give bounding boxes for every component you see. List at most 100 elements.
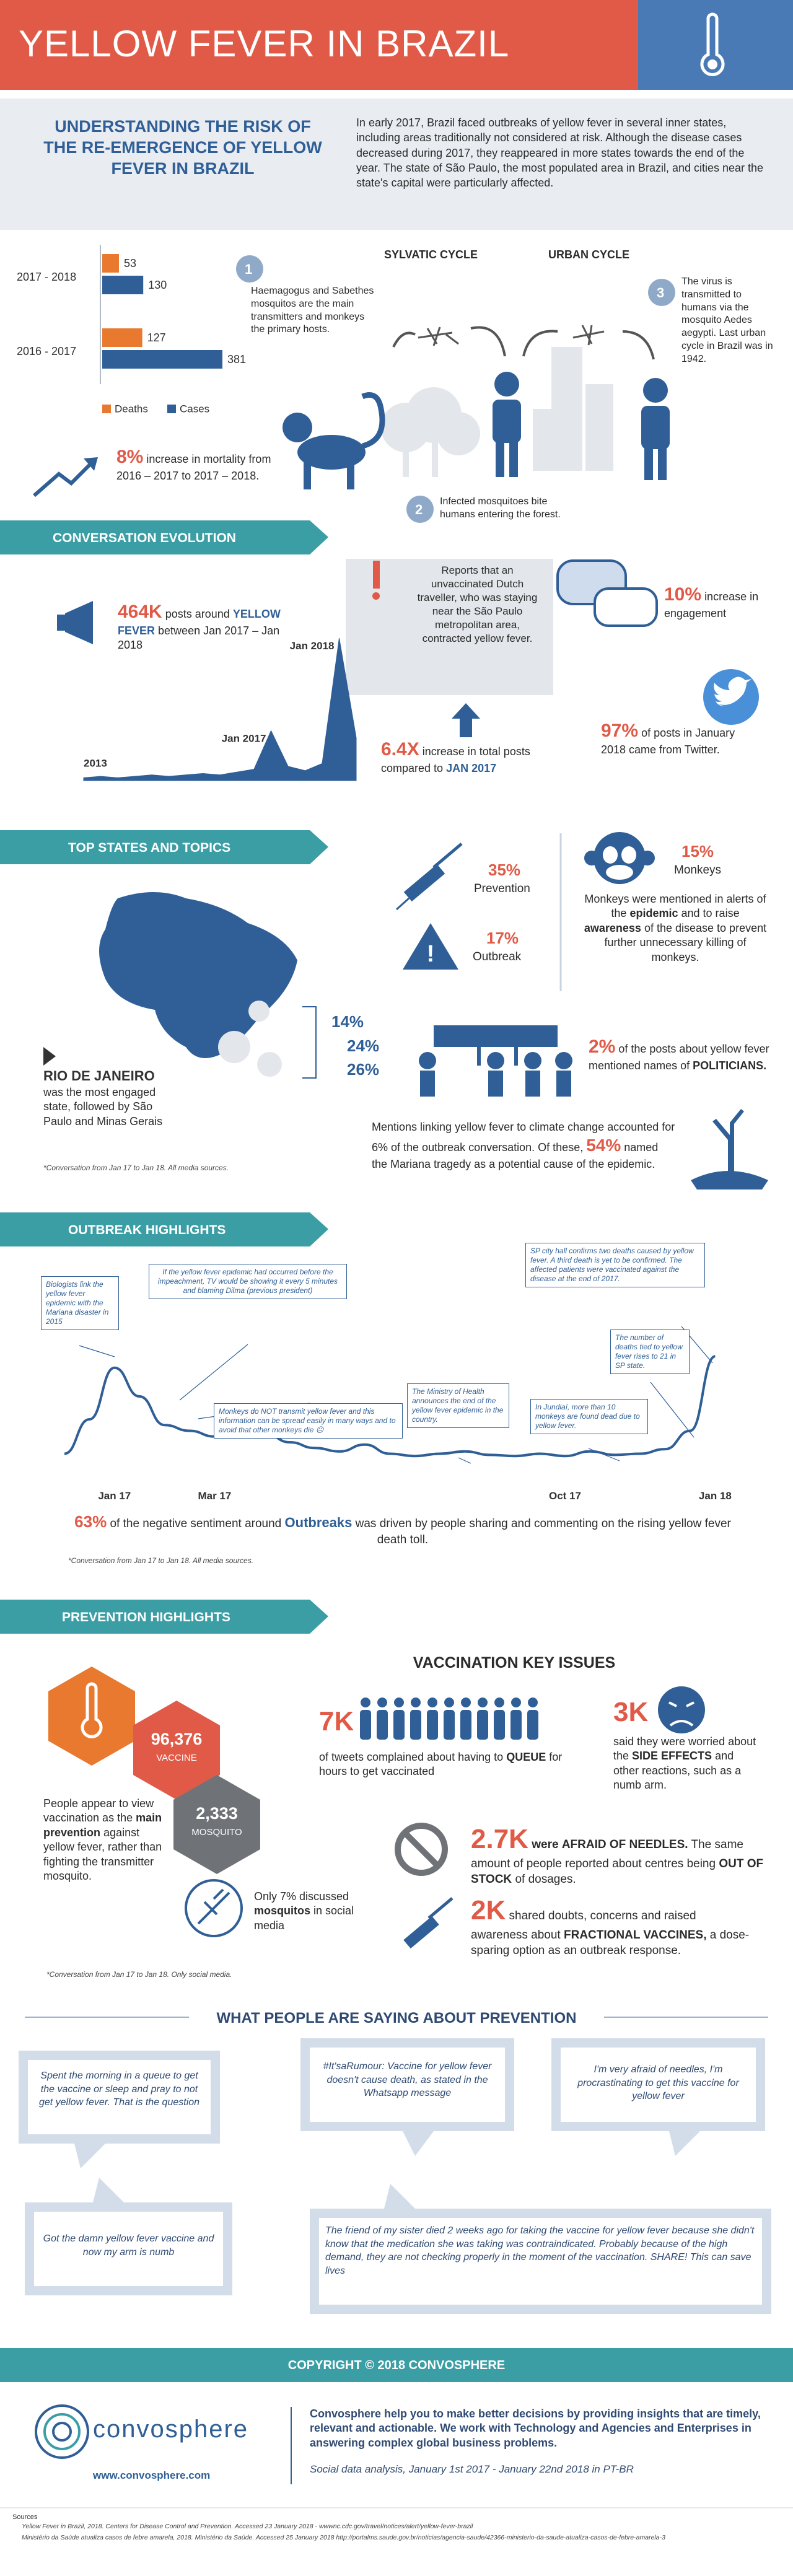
shape [584, 851, 599, 865]
shape [93, 2178, 124, 2202]
shape [585, 384, 613, 471]
x-label: Jan 2018 [290, 640, 335, 652]
posts-text: between Jan 2017 – Jan 2018 [118, 624, 280, 652]
shape [437, 412, 480, 455]
shape [65, 601, 93, 644]
shape [509, 440, 518, 477]
monkey-eye [621, 846, 636, 864]
issue-text: said they were worried about the SIDE EF… [613, 1735, 762, 1793]
trend-arrow [33, 460, 95, 497]
shape [403, 446, 409, 477]
dead-tree-icon [691, 1109, 768, 1189]
queue-head [461, 1698, 471, 1707]
alert-icon-dot [372, 592, 380, 600]
monkey-icon [283, 392, 385, 489]
annotation: The number of deaths tied to yellow feve… [610, 1330, 690, 1374]
queue-head [528, 1698, 538, 1707]
text-part: in social media [254, 1904, 354, 1932]
shape [304, 458, 311, 489]
queue-body [377, 1710, 388, 1740]
ban-icon-bar [403, 1831, 439, 1867]
shape [551, 347, 582, 471]
mortality-text: increase in mortality from 2016 – 2017 t… [116, 453, 271, 482]
posts-stat: 464K posts around YELLOW FEVER between J… [118, 600, 297, 653]
thermometer-icon [81, 1682, 103, 1738]
section-title: TOP STATES AND TOPICS [68, 841, 231, 855]
hex-value: 96,376 [151, 1730, 203, 1748]
cycle-label: SYLVATIC CYCLE [384, 248, 478, 261]
about: Convosphere help you to make better deci… [310, 2407, 761, 2449]
shape [52, 2422, 72, 2442]
note: *Conversation from Jan 17 to Jan 18. Onl… [46, 1970, 232, 1979]
cycle-arrows [392, 326, 655, 360]
state-circle [257, 1052, 282, 1077]
monkey-eye [603, 846, 618, 864]
text-part: Monkeys were mentioned in alerts of the [584, 893, 766, 920]
shape [488, 1071, 503, 1097]
shape [641, 406, 670, 449]
shape [561, 2048, 756, 2122]
x-label: Jan 18 [699, 1490, 732, 1502]
copyright-band [0, 2348, 793, 2382]
shape [658, 446, 667, 480]
state-share: 24% [347, 1036, 380, 1055]
shape [594, 587, 658, 627]
x-label: Jan 17 [98, 1490, 131, 1502]
hex-value: 2,333 [196, 1804, 238, 1823]
text-part: of dosages. [515, 1872, 576, 1886]
shape [0, 520, 328, 554]
shape [319, 2218, 762, 2305]
growth-value: 6.4X [381, 739, 419, 760]
topic-label: Outbreak [473, 950, 522, 963]
note: *Conversation from Jan 17 to Jan 18. All… [43, 1163, 229, 1172]
queue-body [393, 1710, 405, 1740]
hexagon [133, 1701, 220, 1800]
legend-swatch [167, 405, 176, 413]
category-label: 2016 - 2017 [17, 345, 76, 357]
issue-text: 2.7K were AFRAID OF NEEDLES. The same am… [471, 1821, 768, 1888]
hexagon [173, 1775, 260, 1874]
queue-body [510, 1710, 522, 1740]
growth-text-bold: JAN 2017 [446, 762, 497, 774]
shape [643, 378, 668, 403]
climate-value: 54% [586, 1136, 621, 1155]
shape [0, 1600, 328, 1634]
shape [0, 1212, 328, 1246]
queue-body [477, 1710, 488, 1740]
step-number: 2 [415, 502, 423, 517]
shape [691, 1171, 768, 1189]
header-band [0, 0, 638, 90]
megaphone-icon [57, 601, 93, 644]
annotation: The Ministry of Health announces the end… [407, 1383, 509, 1428]
step-number: 1 [245, 261, 253, 277]
issue-value: 2.7K [471, 1824, 528, 1854]
issues-title: VACCINATION KEY ISSUES [413, 1654, 616, 1671]
shape [34, 2212, 223, 2286]
shape [35, 2404, 89, 2459]
quote-box [346, 559, 553, 695]
intro-heading: UNDERSTANDING THE RISK OF THE RE-EMERGEN… [43, 117, 322, 178]
queue-head [511, 1698, 521, 1707]
shape [644, 446, 653, 480]
shape [487, 1052, 504, 1069]
queue-head [361, 1698, 370, 1707]
quotes-title: WHAT PEOPLE ARE SAYING ABOUT PREVENTION [216, 2010, 577, 2026]
queue-head [478, 1698, 488, 1707]
shape [525, 1071, 540, 1097]
climate-text: Mentions linking yellow fever to climate… [372, 1120, 675, 1172]
category-label: 2017 - 2018 [17, 271, 76, 283]
text-part-bold: OUT OF STOCK [471, 1857, 764, 1886]
quote-inner [28, 2048, 762, 2305]
bar [102, 350, 222, 369]
source: Ministério da Saúde atualiza casos de fe… [22, 2534, 665, 2541]
text-part-bold: awareness [584, 921, 641, 934]
shape [669, 2131, 700, 2156]
text-part-bold: POLITICIANS. [693, 1059, 767, 1072]
quote: The friend of my sister died 2 weeks ago… [325, 2225, 755, 2276]
shape [81, 1682, 103, 1738]
section-banner [0, 520, 328, 554]
text-part: for hours to get vaccinated [319, 1751, 563, 1778]
annotation: SP city hall confirms two deaths caused … [525, 1243, 705, 1287]
hex-label: VACCINE [156, 1753, 197, 1763]
